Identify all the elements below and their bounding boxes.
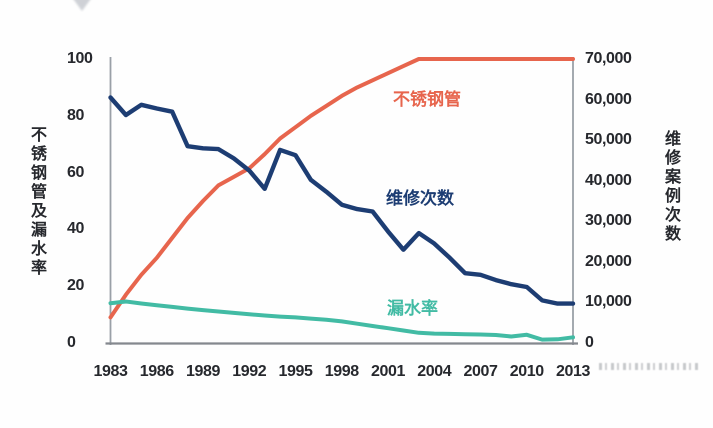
series-line-stainless-steel-pipe (108, 57, 575, 320)
right-tick-label: 0 (585, 334, 594, 351)
right-tick-label: 40,000 (585, 171, 632, 189)
series-label-repair-count: 维修次数 (386, 189, 454, 208)
right-tick-label: 60,000 (585, 90, 632, 108)
series-label-stainless-steel-pipe: 不锈钢管 (393, 90, 461, 109)
x-tick-label: 2001 (371, 363, 405, 380)
series-line-repair-count (108, 95, 576, 306)
x-tick-label: 1986 (139, 363, 174, 380)
dropdown-arrow-icon (71, 0, 93, 11)
left-tick-label: 100 (67, 50, 93, 67)
x-tick-label: 2004 (417, 363, 452, 380)
left-tick-label: 0 (67, 334, 76, 351)
watermark (599, 363, 701, 370)
right-tick-label: 20,000 (585, 252, 632, 270)
x-tick-label: 2010 (509, 363, 544, 380)
right-tick-label: 50,000 (585, 131, 632, 149)
left-tick-label: 60 (67, 163, 84, 181)
right-tick-label: 70,000 (585, 50, 632, 67)
right-tick-label: 10,000 (585, 293, 632, 311)
x-tick-label: 1989 (186, 363, 220, 380)
x-tick-label: 2007 (463, 363, 498, 380)
left-tick-label: 80 (67, 106, 84, 124)
x-tick-label: 1983 (93, 363, 128, 380)
series-line-leak-rate (108, 299, 575, 342)
x-tick-label: 2013 (556, 363, 590, 380)
x-tick-label: 1998 (324, 363, 359, 380)
left-tick-label: 40 (67, 220, 84, 238)
x-tick-label: 1995 (278, 363, 313, 380)
right-axis-title: 维修案例次数 (662, 130, 679, 244)
x-tick-label: 1992 (232, 363, 267, 380)
right-tick-label: 30,000 (585, 212, 632, 230)
left-axis-title: 不锈钢管及漏水率 (28, 126, 45, 278)
left-tick-label: 20 (67, 277, 84, 295)
series-label-leak-rate: 漏水率 (387, 299, 438, 318)
